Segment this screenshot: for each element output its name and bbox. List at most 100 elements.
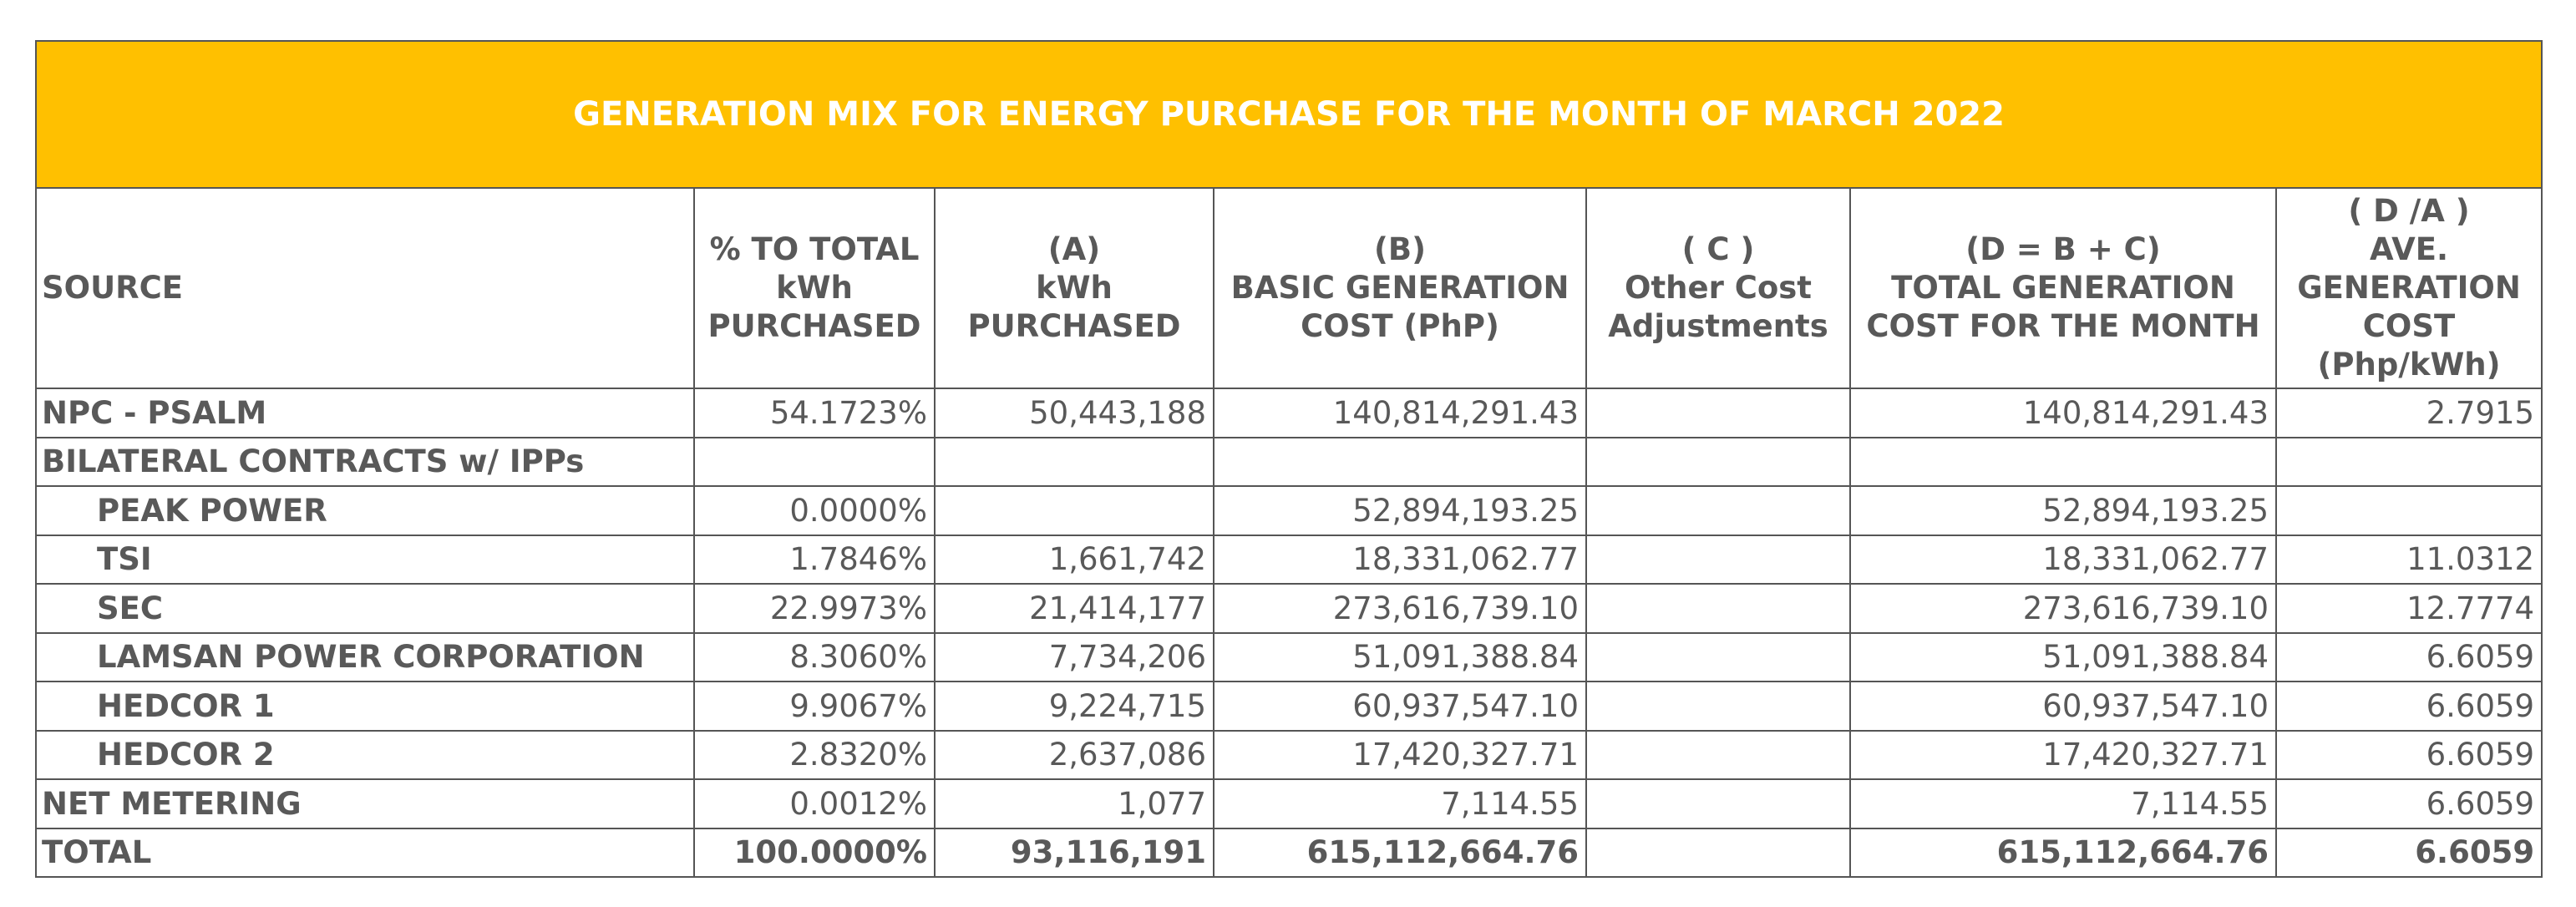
- total-row: TOTAL 100.0000% 93,116,191 615,112,664.76 61…: [35, 827, 2543, 878]
- cell-kwh: [934, 485, 1214, 536]
- cell-kwh: 2,637,086: [934, 729, 1214, 780]
- cell-other: [1585, 778, 1851, 829]
- header-total-line-2: TOTAL GENERATION: [1891, 270, 2235, 306]
- header-kwh-line-2: kWh: [1036, 270, 1113, 306]
- header-source: SOURCE: [35, 187, 695, 389]
- header-basic-line-2: BASIC GENERATION: [1230, 270, 1569, 306]
- table-row: TSI 1.7846% 1,661,742 18,331,062.77 18,331,0…: [35, 534, 2543, 585]
- cell-kwh: 21,414,177: [934, 583, 1214, 634]
- header-basic-line-3: COST (PhP): [1301, 308, 1499, 344]
- cell-source: SEC: [35, 583, 695, 634]
- cell-total: 273,616,739.10: [1849, 583, 2277, 634]
- cell-kwh: 1,661,742: [934, 534, 1214, 585]
- table-title: GENERATION MIX FOR ENERGY PURCHASE FOR T…: [34, 40, 2543, 189]
- header-ave-line-4: COST: [2362, 308, 2456, 344]
- header-kwh-purchased: (A) kWh PURCHASED: [934, 187, 1214, 389]
- cell-basic: 140,814,291.43: [1213, 388, 1587, 438]
- header-total-line-1: (D = B + C): [1965, 231, 2161, 267]
- header-other-line-1: ( C ): [1681, 231, 1755, 267]
- cell-total: 52,894,193.25: [1849, 485, 2277, 536]
- table-row: SEC 22.9973% 21,414,177 273,616,739.10 273,6…: [35, 583, 2543, 634]
- cell-other: [1585, 681, 1851, 732]
- cell-ave: [2274, 485, 2543, 536]
- cell-basic: 273,616,739.10: [1213, 583, 1587, 634]
- cell-ave: 6.6059: [2274, 778, 2543, 829]
- cell-source: HEDCOR 2: [35, 729, 695, 780]
- cell-basic: 7,114.55: [1213, 778, 1587, 829]
- cell-other: [1585, 583, 1851, 634]
- cell-other: [1585, 485, 1851, 536]
- cell-total: 17,420,327.71: [1849, 729, 2277, 780]
- cell-basic: 52,894,193.25: [1213, 485, 1587, 536]
- header-other-cost-adjustments: ( C ) Other Cost Adjustments: [1585, 187, 1851, 389]
- cell-source: TSI: [35, 534, 695, 585]
- table-row: LAMSAN POWER CORPORATION 8.3060% 7,734,206…: [35, 631, 2543, 682]
- cell-source: TOTAL: [35, 827, 695, 878]
- cell-basic: [1213, 436, 1587, 487]
- cell-other: [1585, 729, 1851, 780]
- cell-total: 615,112,664.76: [1849, 827, 2277, 878]
- header-ave-line-5: (Php/kWh): [2317, 347, 2501, 383]
- cell-basic: 18,331,062.77: [1213, 534, 1587, 585]
- cell-source: PEAK POWER: [35, 485, 695, 536]
- cell-basic: 60,937,547.10: [1213, 681, 1587, 732]
- cell-ave: 6.6059: [2274, 729, 2543, 780]
- cell-basic: 17,420,327.71: [1213, 729, 1587, 780]
- cell-kwh: 93,116,191: [934, 827, 1214, 878]
- header-pct-line-3: PURCHASED: [707, 308, 921, 344]
- cell-pct: 100.0000%: [693, 827, 936, 878]
- table-row: HEDCOR 1 9.9067% 9,224,715 60,937,547.10 60,…: [35, 681, 2543, 732]
- cell-kwh: [934, 436, 1214, 487]
- header-pct-line-1: % TO TOTAL: [709, 231, 920, 267]
- cell-total: 51,091,388.84: [1849, 631, 2277, 682]
- cell-total: 140,814,291.43: [1849, 388, 2277, 438]
- table-row: HEDCOR 2 2.8320% 2,637,086 17,420,327.71 17,…: [35, 729, 2543, 780]
- cell-kwh: 7,734,206: [934, 631, 1214, 682]
- cell-pct: 2.8320%: [693, 729, 936, 780]
- cell-basic: 51,091,388.84: [1213, 631, 1587, 682]
- header-ave-line-3: GENERATION: [2297, 270, 2521, 306]
- cell-basic: 615,112,664.76: [1213, 827, 1587, 878]
- cell-ave: 2.7915: [2274, 388, 2543, 438]
- header-kwh-line-1: (A): [1047, 231, 1101, 267]
- header-basic-generation-cost: (B) BASIC GENERATION COST (PhP): [1213, 187, 1587, 389]
- cell-source: NPC - PSALM: [35, 388, 695, 438]
- cell-ave: 6.6059: [2274, 681, 2543, 732]
- cell-total: 60,937,547.10: [1849, 681, 2277, 732]
- header-basic-line-1: (B): [1373, 231, 1427, 267]
- header-other-line-3: Adjustments: [1608, 308, 1828, 344]
- cell-source: NET METERING: [35, 778, 695, 829]
- cell-ave: 11.0312: [2274, 534, 2543, 585]
- cell-kwh: 50,443,188: [934, 388, 1214, 438]
- cell-pct: 22.9973%: [693, 583, 936, 634]
- cell-source: HEDCOR 1: [35, 681, 695, 732]
- column-header-row: SOURCE % TO TOTAL kWh PURCHASED (A) kWh …: [35, 187, 2543, 389]
- header-ave-line-2: AVE.: [2369, 231, 2449, 267]
- header-ave-generation-cost: ( D /A ) AVE. GENERATION COST (Php/kWh): [2274, 187, 2543, 389]
- cell-other: [1585, 631, 1851, 682]
- cell-pct: 0.0000%: [693, 485, 936, 536]
- cell-kwh: 1,077: [934, 778, 1214, 829]
- cell-other: [1585, 388, 1851, 438]
- cell-source: BILATERAL CONTRACTS w/ IPPs: [35, 436, 695, 487]
- cell-other: [1585, 534, 1851, 585]
- cell-ave: 12.7774: [2274, 583, 2543, 634]
- table-row: PEAK POWER 0.0000% 52,894,193.25 52,894,193…: [35, 485, 2543, 536]
- table-row: NET METERING 0.0012% 1,077 7,114.55 7,114.55…: [35, 778, 2543, 829]
- cell-pct: 8.3060%: [693, 631, 936, 682]
- table-body: NPC - PSALM 54.1723% 50,443,188 140,814,291…: [35, 388, 2543, 878]
- header-pct-line-2: kWh: [776, 270, 853, 306]
- header-pct-total: % TO TOTAL kWh PURCHASED: [693, 187, 936, 389]
- cell-source: LAMSAN POWER CORPORATION: [35, 631, 695, 682]
- cell-total: [1849, 436, 2277, 487]
- cell-total: 18,331,062.77: [1849, 534, 2277, 585]
- generation-mix-table: GENERATION MIX FOR ENERGY PURCHASE FOR T…: [34, 40, 2543, 878]
- cell-pct: 0.0012%: [693, 778, 936, 829]
- cell-pct: 54.1723%: [693, 388, 936, 438]
- header-total-generation-cost: (D = B + C) TOTAL GENERATION COST FOR TH…: [1849, 187, 2277, 389]
- cell-pct: 1.7846%: [693, 534, 936, 585]
- table-row: NPC - PSALM 54.1723% 50,443,188 140,814,291…: [35, 388, 2543, 438]
- cell-total: 7,114.55: [1849, 778, 2277, 829]
- cell-ave: 6.6059: [2274, 827, 2543, 878]
- cell-other: [1585, 827, 1851, 878]
